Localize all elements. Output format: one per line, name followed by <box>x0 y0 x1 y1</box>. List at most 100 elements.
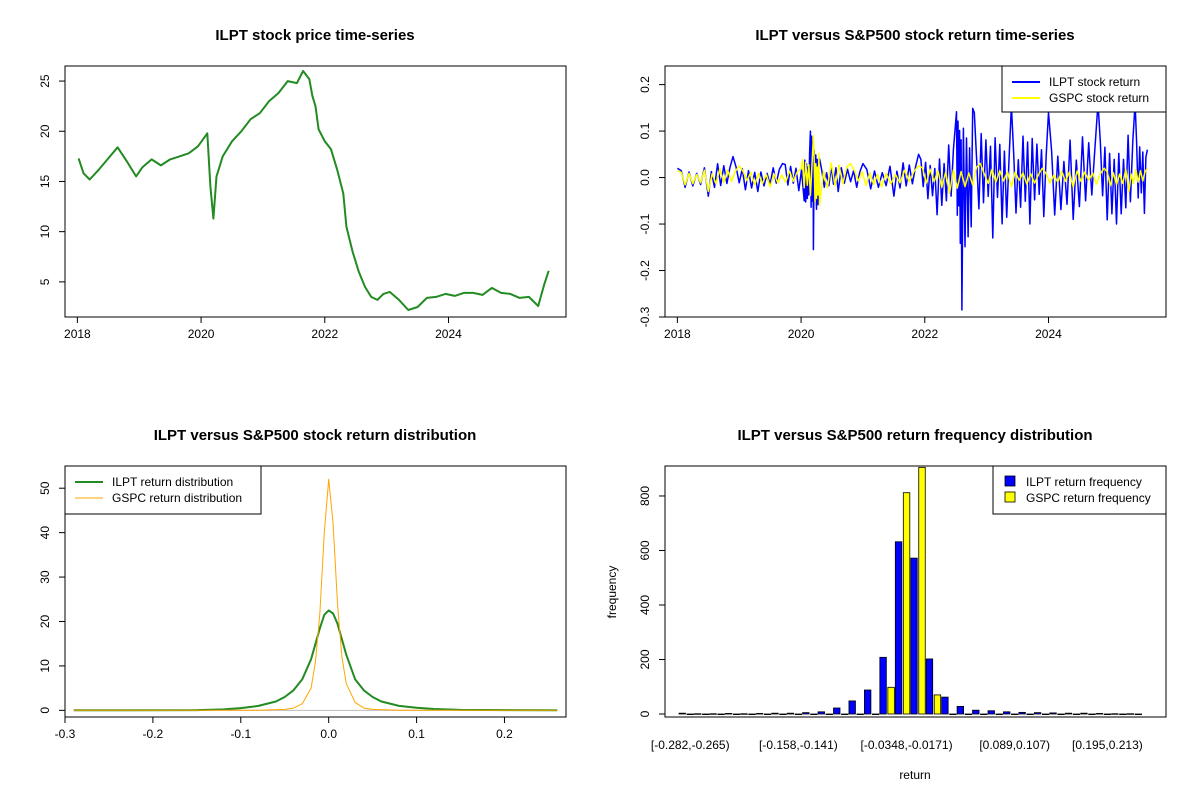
x-tick-label: -0.2 <box>143 727 164 741</box>
gspc-frequency-bar <box>933 694 942 715</box>
plot-frame <box>664 465 1167 718</box>
axis-ticks: 2018 2020 2022 2024 5 10 15 20 25 <box>38 74 462 341</box>
gspc-frequency-bar <box>1041 713 1050 716</box>
y-tick-label: 0 <box>638 710 652 717</box>
gspc-frequency-bar <box>748 713 756 716</box>
gspc-frequency-bar <box>1103 713 1112 716</box>
x-tick-label: [0.195,0.213) <box>1072 738 1143 752</box>
x-tick-label: 2022 <box>911 327 938 341</box>
ilpt-frequency-bar <box>755 713 764 715</box>
gspc-frequency-bar <box>980 713 988 716</box>
x-tick-label: [0.089,0.107) <box>979 738 1050 752</box>
ilpt-frequency-bar <box>1080 712 1088 715</box>
y-tick-label: 5 <box>38 278 52 285</box>
legend-label: GSPC stock return <box>1049 91 1149 105</box>
x-tick-label: -0.1 <box>230 727 251 741</box>
chart-title: ILPT versus S&P500 return frequency dist… <box>737 427 1092 444</box>
y-tick-label: 0.1 <box>638 122 652 139</box>
legend-swatch <box>1004 491 1016 503</box>
x-tick-label: 2018 <box>64 327 91 341</box>
price-line <box>77 70 550 311</box>
axis-ticks: -0.3 -0.2 -0.1 0.0 0.1 0.2 0 10 20 30 40 50 <box>38 481 513 741</box>
y-tick-label: -0.3 <box>638 306 652 327</box>
gspc-frequency-bar <box>794 713 803 716</box>
x-tick-label: 0.2 <box>496 727 513 741</box>
x-tick-label: 2024 <box>435 327 462 341</box>
ilpt-frequency-bar <box>910 557 918 715</box>
legend: ILPT return frequency GSPC return freque… <box>992 465 1167 515</box>
ilpt-frequency-bar <box>802 712 810 715</box>
ilpt-return-line <box>677 102 1149 311</box>
legend-label: ILPT return frequency <box>1026 475 1142 489</box>
series-layer <box>677 102 1149 311</box>
y-tick-label: 0.2 <box>638 76 652 93</box>
ilpt-frequency-bar <box>1095 713 1104 715</box>
ilpt-frequency-bar <box>833 707 841 715</box>
gspc-frequency-bar <box>995 713 1003 716</box>
legend: ILPT stock return GSPC stock return <box>1001 65 1167 113</box>
x-tick-label: 0.1 <box>408 727 425 741</box>
gspc-frequency-bar <box>1011 713 1019 716</box>
axis-ticks: 0 200 400 600 800 [-0.282,-0.265) [-0.158,-0.1… <box>638 486 1143 752</box>
ilpt-frequency-bar <box>740 713 748 715</box>
x-axis-label: return <box>899 768 930 782</box>
y-tick-label: 40 <box>38 526 52 540</box>
legend-label: ILPT return distribution <box>112 475 233 489</box>
ilpt-frequency-bar <box>1018 711 1026 715</box>
y-tick-label: 10 <box>38 659 52 673</box>
y-axis-label: frequency <box>605 566 619 619</box>
legend-box <box>64 465 262 515</box>
gspc-frequency-bar <box>902 492 911 715</box>
x-tick-label: 2020 <box>188 327 215 341</box>
gspc-frequency-bar <box>717 713 725 716</box>
ilpt-frequency-bar <box>848 700 856 715</box>
ilpt-frequency-bar <box>786 712 795 715</box>
gspc-frequency-bar <box>763 713 772 716</box>
x-tick-label: 0.0 <box>320 727 337 741</box>
gspc-frequency-bar <box>1072 713 1081 716</box>
y-tick-label: 200 <box>638 649 652 669</box>
legend-label: GSPC return frequency <box>1026 491 1151 505</box>
gspc-frequency-bar <box>1119 713 1127 716</box>
ilpt-frequency-bar <box>724 713 733 715</box>
x-tick-label: 2022 <box>311 327 338 341</box>
y-tick-label: 25 <box>38 74 52 88</box>
series-layer <box>77 70 550 311</box>
series-layer <box>678 466 1142 716</box>
y-tick-label: 600 <box>638 540 652 560</box>
panel-stock-price: ILPT stock price time-series 2018 2020 202… <box>38 27 567 341</box>
gspc-frequency-bar <box>856 713 864 716</box>
gspc-density-line <box>73 478 558 711</box>
gspc-return-line <box>677 134 1149 207</box>
series-layer <box>73 478 558 712</box>
gspc-frequency-bar <box>779 713 787 716</box>
ilpt-frequency-bar <box>1033 712 1042 715</box>
chart-title: ILPT stock price time-series <box>215 27 414 44</box>
gspc-frequency-bar <box>686 713 694 716</box>
y-tick-label: 15 <box>38 174 52 188</box>
ilpt-density-line <box>73 609 558 712</box>
legend-label: ILPT stock return <box>1049 75 1140 89</box>
y-tick-label: 0 <box>38 707 52 714</box>
ilpt-frequency-bar <box>925 658 934 715</box>
gspc-frequency-bar <box>887 686 895 715</box>
x-tick-label: 2020 <box>788 327 815 341</box>
legend-label: GSPC return distribution <box>112 491 242 505</box>
gspc-frequency-bar <box>872 713 880 716</box>
gspc-frequency-bar <box>825 713 833 716</box>
gspc-frequency-bar <box>810 713 818 716</box>
ilpt-frequency-bar <box>817 711 825 715</box>
y-tick-label: 800 <box>638 486 652 506</box>
ilpt-frequency-bar <box>1126 713 1134 715</box>
ilpt-frequency-bar <box>972 709 980 715</box>
legend: ILPT return distribution GSPC return dis… <box>64 465 262 515</box>
x-tick-label: -0.3 <box>55 727 76 741</box>
gspc-frequency-bar <box>841 713 849 716</box>
y-tick-label: 0.0 <box>638 169 652 186</box>
gspc-frequency-bar <box>964 713 972 716</box>
x-tick-label: 2024 <box>1035 327 1062 341</box>
ilpt-frequency-bar <box>771 712 779 715</box>
gspc-frequency-bar <box>1088 713 1096 716</box>
legend-swatch <box>1004 475 1016 487</box>
gspc-frequency-bar <box>949 713 957 716</box>
